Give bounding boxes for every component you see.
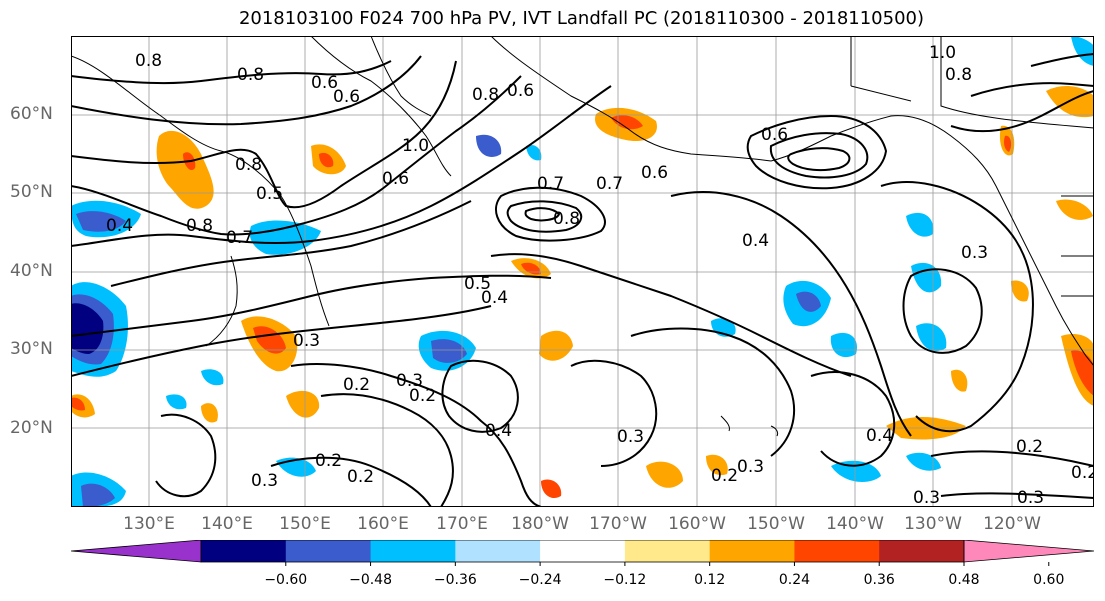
colorbar-segment — [794, 540, 880, 562]
contour-label: 0.8 — [135, 51, 162, 71]
colorbar-segment — [709, 540, 795, 562]
colorbar-tick-label: −0.48 — [349, 572, 392, 588]
lon-label: 170°W — [589, 514, 647, 534]
contour-label: 0.2 — [711, 466, 738, 486]
colorbar — [71, 540, 1094, 566]
lat-label: 60°N — [10, 104, 53, 124]
contour-label: 0.2 — [343, 375, 370, 395]
contour-label: 0.3 — [961, 243, 988, 263]
contour-label: 0.8 — [472, 85, 499, 105]
map-panel: 0.8 0.8 0.6 0.8 0.6 1.0 0.8 0.6 0.5 0.4 … — [71, 36, 1094, 507]
colorbar-tick-label: 0.12 — [694, 572, 726, 588]
lat-label: 40°N — [10, 261, 53, 281]
contour-label: 0.3 — [293, 331, 320, 351]
map-title: 2018103100 F024 700 hPa PV, IVT Landfall… — [238, 8, 925, 29]
contour-label: 0.3 — [251, 471, 278, 491]
contour-label: 0.6 — [507, 81, 534, 101]
contour-label: 0.7 — [226, 228, 253, 248]
contour-label: 0.8 — [186, 216, 213, 236]
contour-label: 0.5 — [256, 184, 283, 204]
contour-label: 0.6 — [311, 73, 338, 93]
colorbar-outline — [200, 540, 965, 563]
positive-anomaly-shading — [71, 86, 1094, 499]
contour-label: 0.3 — [1017, 488, 1044, 507]
contour-label: 0.2 — [1071, 463, 1094, 483]
lon-label: 120°W — [983, 514, 1041, 534]
contour-label: 0.8 — [235, 155, 262, 175]
lon-label: 130°E — [123, 514, 175, 534]
colorbar-tick-label: 0.48 — [948, 572, 980, 588]
colorbar-tick-label: −0.24 — [518, 572, 562, 588]
colorbar-segment — [540, 540, 626, 562]
contour-label: 0.2 — [347, 467, 374, 487]
colorbar-segment — [201, 540, 287, 562]
contour-label: 1.0 — [929, 43, 956, 63]
contour-label: 0.4 — [485, 421, 512, 441]
lat-label: 50°N — [10, 182, 53, 202]
contour-label: 0.4 — [866, 426, 893, 446]
contour-label: 0.7 — [596, 174, 623, 194]
colorbar-tick-label: −0.12 — [603, 572, 647, 588]
contour-label: 0.3 — [396, 371, 423, 391]
colorbar-tick-label: 0.60 — [1033, 572, 1065, 588]
colorbar-extend-low — [71, 540, 202, 563]
lon-label: 180°W — [511, 514, 569, 534]
contour-label: 0.2 — [315, 451, 342, 471]
lon-label: 150°E — [279, 514, 331, 534]
colorbar-segment — [455, 540, 541, 562]
colorbar-tick-label: −0.60 — [264, 572, 308, 588]
lat-label: 30°N — [10, 339, 53, 359]
lon-label: 140°W — [826, 514, 884, 534]
colorbar-tick-label: 0.36 — [863, 572, 895, 588]
colorbar-tick-label: −0.36 — [433, 572, 477, 588]
contour-label: 0.3 — [913, 488, 940, 507]
lon-label: 160°W — [668, 514, 726, 534]
lon-label: 160°E — [357, 514, 409, 534]
contour-label: 0.8 — [237, 65, 264, 85]
contour-label: 0.4 — [481, 288, 508, 308]
contour-label: 0.4 — [106, 216, 133, 236]
lon-label: 170°E — [436, 514, 488, 534]
colorbar-segment — [879, 540, 965, 562]
colorbar-segment — [370, 540, 456, 562]
pv-contours — [71, 53, 1094, 507]
contour-label: 0.8 — [945, 65, 972, 85]
negative-anomaly-shading — [71, 36, 1094, 507]
contour-label: 1.0 — [402, 136, 429, 156]
contour-label: 0.3 — [737, 457, 764, 477]
contour-label: 0.7 — [537, 174, 564, 194]
lon-label: 130°W — [904, 514, 962, 534]
contour-label: 0.5 — [464, 274, 491, 294]
lon-label: 140°E — [201, 514, 253, 534]
colorbar-segment — [624, 540, 711, 562]
contour-label: 0.6 — [382, 169, 409, 189]
colorbar-tick-label: 0.24 — [778, 572, 811, 588]
contour-label: 0.2 — [1016, 437, 1043, 457]
contour-label: 0.6 — [333, 87, 360, 107]
contour-label: 0.4 — [742, 231, 769, 251]
contour-label: 0.6 — [641, 163, 668, 183]
colorbar-segment — [285, 540, 372, 562]
lat-label: 20°N — [10, 418, 53, 438]
contour-label: 0.3 — [617, 427, 644, 447]
contour-label: 0.2 — [409, 386, 436, 406]
contour-label: 0.6 — [761, 125, 788, 145]
contour-label-layer: 0.8 0.8 0.6 0.8 0.6 1.0 0.8 0.6 0.5 0.4 … — [106, 43, 1094, 507]
colorbar-extend-high — [963, 540, 1094, 563]
lon-label: 150°W — [747, 514, 805, 534]
contour-label: 0.8 — [553, 209, 580, 229]
